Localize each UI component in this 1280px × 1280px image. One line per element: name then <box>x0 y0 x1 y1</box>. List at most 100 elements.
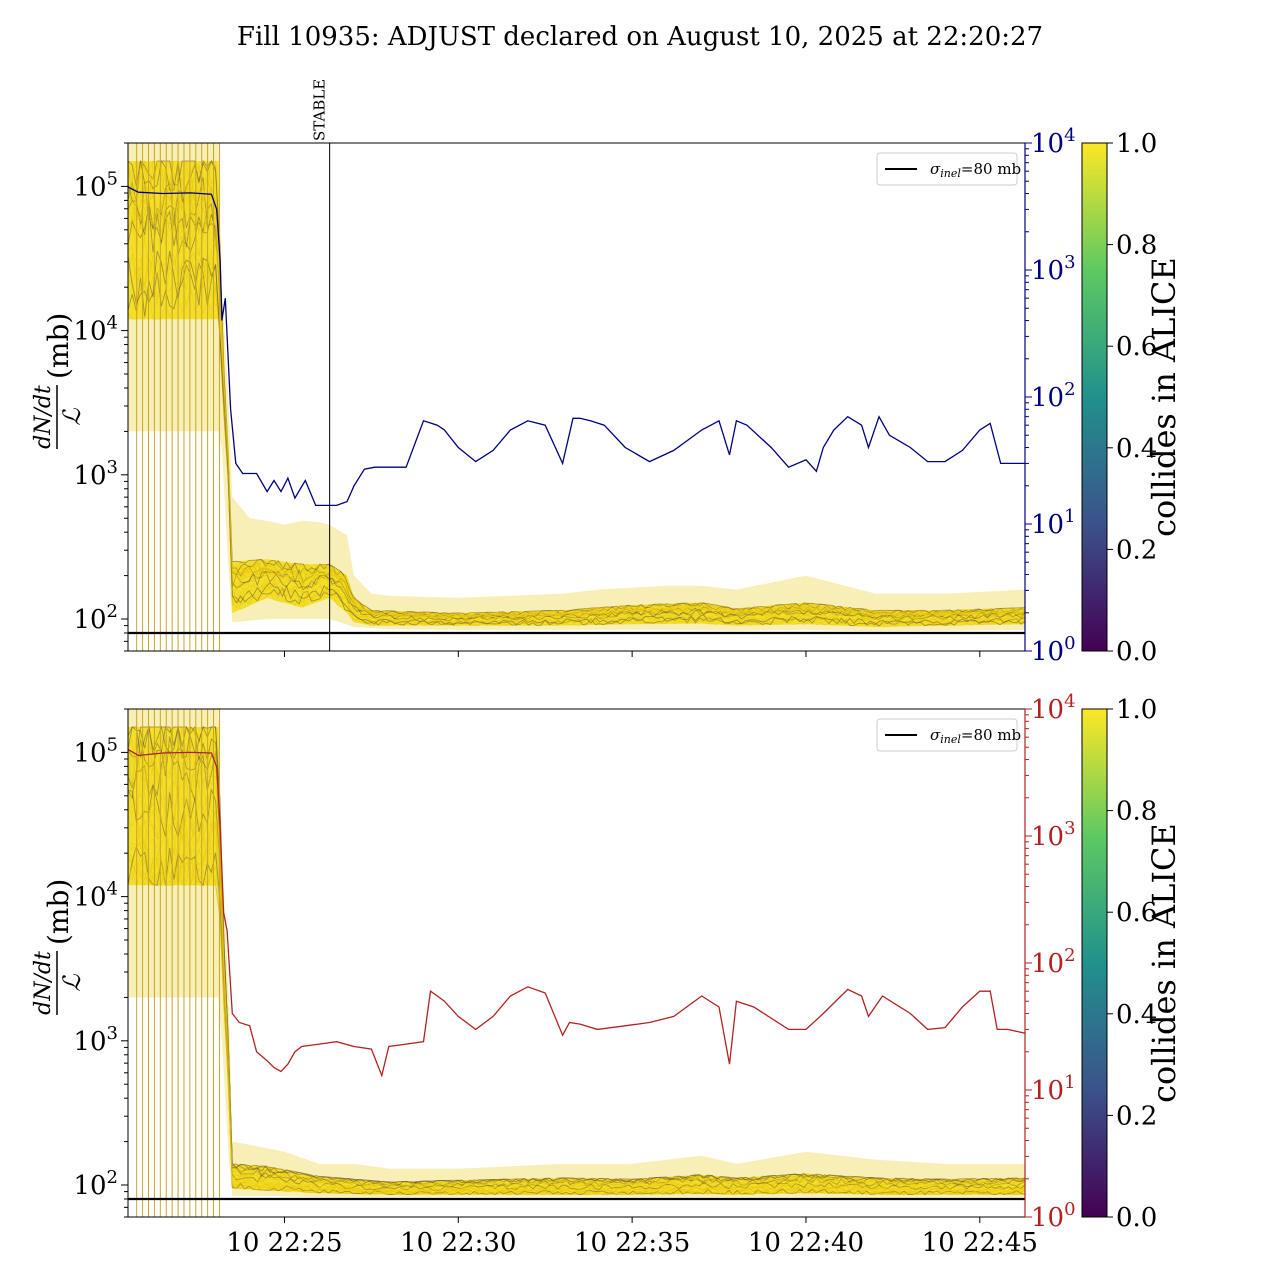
figure-title: Fill 10935: ADJUST declared on August 10… <box>237 22 1043 52</box>
rate-trace-bottom <box>128 736 1025 1187</box>
colorbar-top <box>1081 142 1108 652</box>
rate-trace-bottom <box>128 767 1025 1190</box>
right-tick-label-top: 100 <box>1031 633 1076 667</box>
colorbar-tick-label-top: 1.0 <box>1116 129 1157 159</box>
legend-label-top: σinel=80 mb <box>930 160 1021 180</box>
right-tick-label-bottom-base: 10 <box>1031 949 1064 979</box>
right-tick-label-bottom: 103 <box>1031 818 1076 852</box>
rate-trace-top <box>128 175 1025 619</box>
right-tick-label-top: 104 <box>1031 125 1076 159</box>
rate-trace-bottom <box>128 774 1025 1191</box>
rate-trace-bottom <box>128 824 1025 1195</box>
colorbar-tick-label-bottom: 0.8 <box>1116 797 1157 827</box>
rate-trace-bottom <box>128 725 1025 1186</box>
y-tick-label-top-exp: 3 <box>107 457 118 478</box>
y-tick-label-top: 104 <box>73 313 118 347</box>
rate-trace-top <box>128 190 1025 620</box>
y-tick-label-bottom-base: 10 <box>73 883 106 913</box>
legend-sigma: σ <box>930 726 941 744</box>
colorbar-tick-label-bottom: 0.4 <box>1116 1000 1157 1030</box>
legend-subscript: inel <box>940 733 961 746</box>
rate-trace-bottom <box>128 737 1025 1187</box>
y-tick-label-top-exp: 5 <box>107 168 118 189</box>
right-tick-label-bottom-exp: 4 <box>1064 691 1075 712</box>
y-label-denominator: ℒ <box>58 974 86 992</box>
right-tick-label-bottom-exp: 2 <box>1064 945 1075 966</box>
colorbar-tick-label-top: 0.6 <box>1116 332 1157 362</box>
legend-rest: =80 mb <box>961 160 1021 178</box>
y-tick-label-top-base: 10 <box>73 461 106 491</box>
rate-trace-bottom <box>128 787 1025 1192</box>
rate-trace-bottom <box>128 726 1025 1186</box>
right-tick-label-top: 102 <box>1031 379 1076 413</box>
y-label-denominator: ℒ <box>58 408 86 426</box>
right-tick-label-bottom-exp: 3 <box>1064 818 1075 839</box>
y-tick-label-bottom-exp: 5 <box>107 734 118 755</box>
right-tick-label-bottom-exp: 1 <box>1064 1072 1075 1093</box>
y-axis-label-bottom: dN/dt ℒ (mb) <box>31 879 86 1015</box>
y-axis-label-top: dN/dt ℒ (mb) <box>31 313 86 449</box>
y-label-unit: (mb) <box>42 313 75 379</box>
legend-sigma: σ <box>930 160 941 178</box>
rate-trace-bottom <box>128 839 1025 1195</box>
colorbar-tick-label-top: 0.0 <box>1116 637 1157 667</box>
colorbar-tick-label-top: 0.4 <box>1116 434 1157 464</box>
rate-trace-bottom <box>128 856 1025 1195</box>
y-tick-label-bottom: 103 <box>73 1023 118 1057</box>
y-tick-label-top: 105 <box>73 168 118 202</box>
x-tick-label-bottom: 10 22:35 <box>574 1228 690 1258</box>
right-axis-series-bottom <box>128 748 1025 1078</box>
x-tick-label-bottom: 10 22:45 <box>922 1228 1038 1258</box>
rate-trace-top <box>128 205 1025 622</box>
right-tick-label-top-exp: 0 <box>1064 633 1075 654</box>
legend-label-bottom: σinel=80 mb <box>930 726 1021 746</box>
x-tick-label-bottom: 10 22:40 <box>748 1228 864 1258</box>
y-tick-label-top-base: 10 <box>73 605 106 635</box>
y-tick-label-bottom-base: 10 <box>73 1171 106 1201</box>
x-tick-label-bottom: 10 22:25 <box>226 1228 342 1258</box>
y-tick-label-top: 102 <box>73 601 118 635</box>
rate-trace-top <box>128 185 1025 619</box>
y-tick-label-bottom: 105 <box>73 734 118 768</box>
colorbar-bottom <box>1081 708 1108 1218</box>
plot-area-top <box>128 143 1025 651</box>
rate-trace-bottom <box>128 731 1025 1187</box>
rate-trace-bottom <box>128 848 1025 1195</box>
rate-trace-bottom <box>128 820 1025 1194</box>
right-tick-label-top-base: 10 <box>1031 510 1064 540</box>
right-tick-label-top: 101 <box>1031 506 1076 540</box>
right-tick-label-top-exp: 3 <box>1064 252 1075 273</box>
right-tick-label-bottom-base: 10 <box>1031 1203 1064 1233</box>
rate-trace-bottom <box>128 725 1025 1185</box>
right-tick-label-top-exp: 2 <box>1064 379 1075 400</box>
y-tick-label-top-base: 10 <box>73 172 106 202</box>
rate-trace-top <box>128 159 1025 618</box>
colorbar-tick-label-top: 0.8 <box>1116 231 1157 261</box>
rate-trace-top <box>128 159 1025 615</box>
right-tick-label-bottom-exp: 0 <box>1064 1199 1075 1220</box>
rate-trace-bottom <box>128 799 1025 1193</box>
y-tick-label-bottom: 104 <box>73 879 118 913</box>
right-tick-label-top-exp: 4 <box>1064 125 1075 146</box>
colorbar-tick-label-bottom: 0.6 <box>1116 898 1157 928</box>
legend-box-bottom <box>876 718 1018 752</box>
right-tick-label-top: 103 <box>1031 252 1076 286</box>
colorbar-tick-label-top: 0.2 <box>1116 535 1157 565</box>
colorbar-label-top: collides in ALICE <box>1145 257 1183 537</box>
y-label-unit: (mb) <box>42 879 75 945</box>
rate-trace-bottom <box>128 860 1025 1195</box>
right-tick-label-bottom-base: 10 <box>1031 822 1064 852</box>
legend-subscript: inel <box>940 167 961 180</box>
rate-trace-bottom <box>128 725 1025 1185</box>
rate-trace-bottom <box>128 845 1025 1196</box>
rate-trace-bottom <box>128 751 1025 1189</box>
colorbar-tick-label-bottom: 0.0 <box>1116 1203 1157 1233</box>
y-tick-label-top: 103 <box>73 457 118 491</box>
rate-trace-bottom <box>128 813 1025 1193</box>
right-axis-series-top <box>128 186 1025 507</box>
rate-trace-top <box>128 250 1025 626</box>
right-tick-label-top-base: 10 <box>1031 637 1064 667</box>
